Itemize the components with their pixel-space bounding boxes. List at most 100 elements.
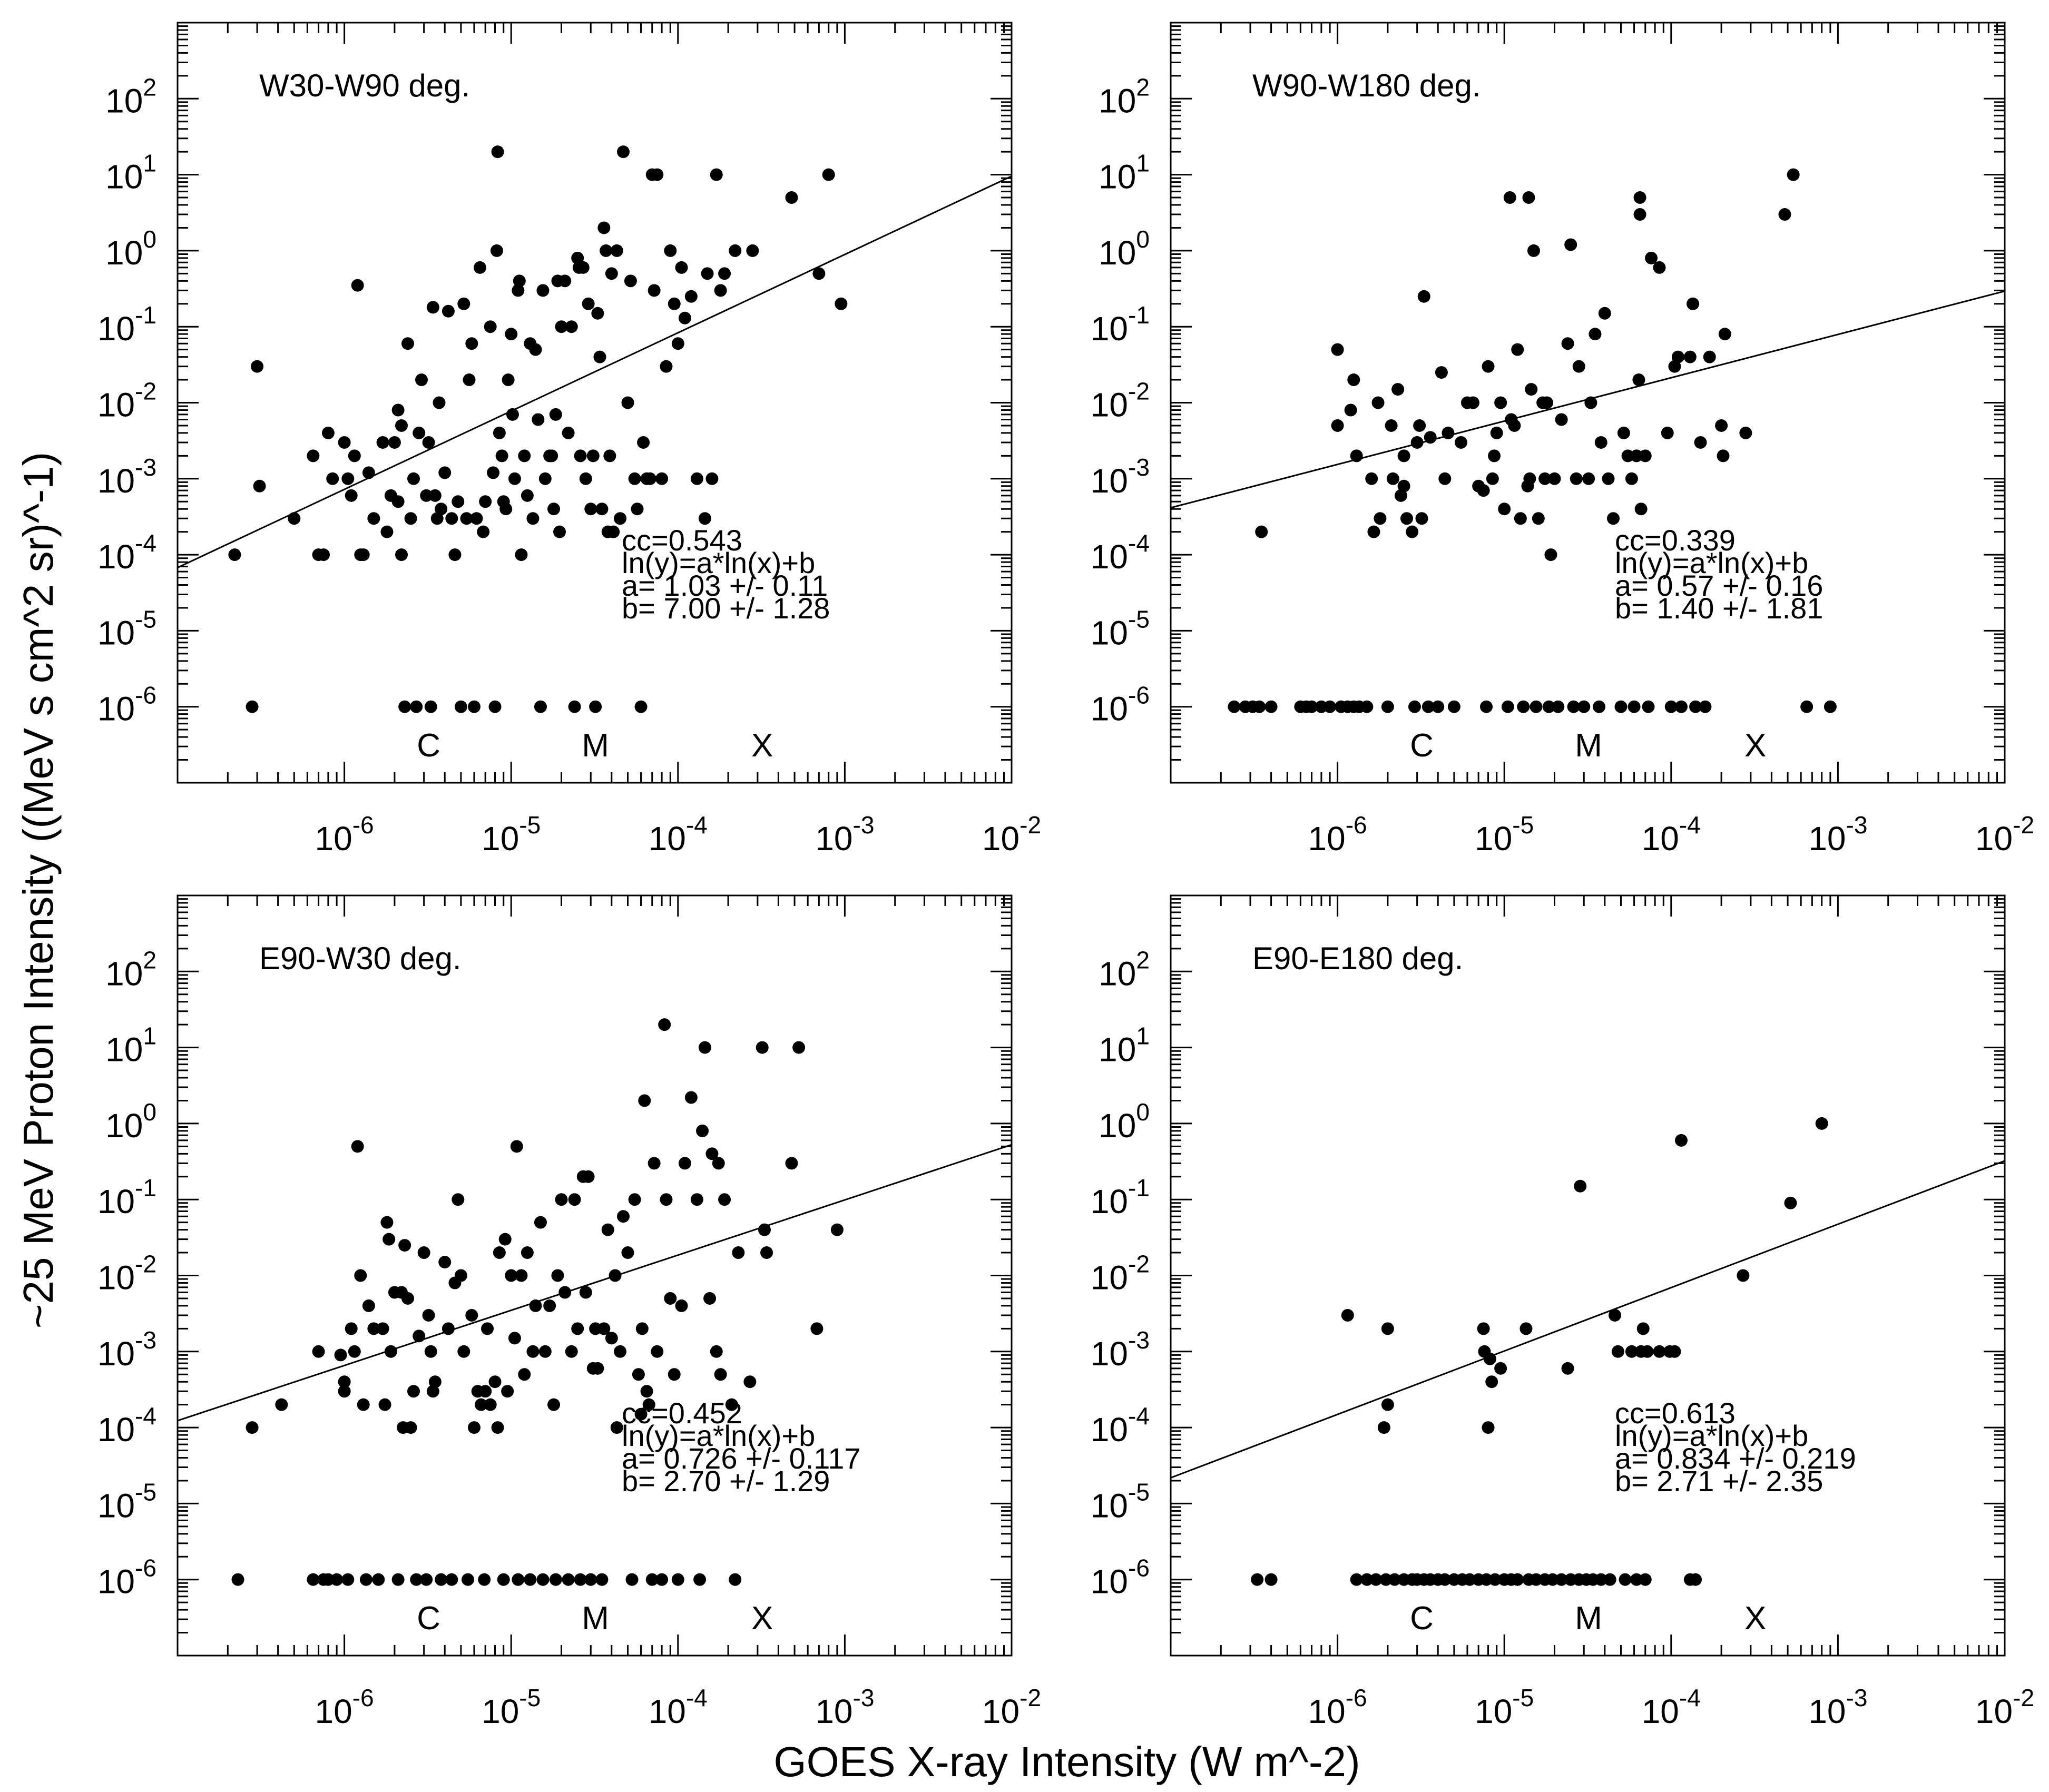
data-point bbox=[341, 1573, 355, 1586]
data-point bbox=[465, 1308, 478, 1322]
data-point bbox=[632, 1368, 645, 1381]
y-tick-label: 10-2 bbox=[1091, 1251, 1150, 1297]
data-point bbox=[526, 1345, 540, 1358]
data-point bbox=[555, 320, 568, 333]
data-point bbox=[610, 244, 623, 257]
data-point bbox=[1517, 700, 1530, 713]
data-point bbox=[1633, 208, 1646, 221]
data-points bbox=[231, 1018, 844, 1586]
data-point bbox=[422, 1308, 435, 1322]
data-point bbox=[1381, 700, 1394, 713]
data-point bbox=[1630, 449, 1643, 462]
fit-stat-line: cc=0.543 bbox=[622, 524, 742, 557]
data-point bbox=[712, 1157, 725, 1170]
data-point bbox=[1632, 373, 1645, 387]
data-point bbox=[1675, 700, 1688, 713]
data-point bbox=[1494, 1362, 1507, 1375]
flare-class-label: M bbox=[582, 1600, 609, 1637]
data-point bbox=[593, 350, 606, 363]
data-point bbox=[1619, 1573, 1632, 1586]
data-point bbox=[584, 1573, 597, 1586]
data-point bbox=[498, 1233, 512, 1246]
data-point bbox=[812, 267, 826, 280]
data-point bbox=[609, 1269, 622, 1282]
data-point bbox=[701, 267, 714, 280]
data-point bbox=[1371, 396, 1385, 409]
data-point bbox=[664, 1292, 677, 1305]
data-point bbox=[574, 1573, 587, 1586]
fit-stat-line: b= 1.40 +/- 1.81 bbox=[1615, 592, 1823, 625]
data-point bbox=[493, 426, 506, 439]
panel-e90-e180: 10-6 10-5 10-4 10-3 10-2 102 101 100 10-1 10-2 10-… bbox=[1091, 894, 2034, 1730]
data-point bbox=[1530, 1573, 1543, 1586]
data-point bbox=[367, 1322, 380, 1335]
data-point bbox=[512, 1573, 525, 1586]
data-point bbox=[307, 449, 320, 462]
data-point bbox=[616, 1210, 630, 1223]
data-point bbox=[658, 1018, 671, 1031]
data-point bbox=[668, 1368, 681, 1381]
data-point bbox=[487, 466, 500, 479]
data-point bbox=[1379, 1573, 1393, 1586]
x-tick-label: 10-6 bbox=[1308, 811, 1367, 858]
data-point bbox=[729, 1573, 742, 1586]
data-point bbox=[348, 449, 361, 462]
y-tick-label: 101 bbox=[105, 150, 156, 196]
data-point bbox=[341, 472, 355, 485]
x-tick-label: 10-5 bbox=[1475, 1684, 1534, 1730]
data-point bbox=[621, 396, 634, 409]
data-point bbox=[668, 297, 681, 310]
data-point bbox=[1546, 1573, 1560, 1586]
data-point bbox=[760, 1246, 773, 1259]
data-point bbox=[518, 449, 531, 462]
data-point bbox=[1466, 396, 1479, 409]
data-point bbox=[465, 337, 478, 350]
data-point bbox=[376, 1322, 389, 1335]
fit-stat-line: b= 7.00 +/- 1.28 bbox=[622, 592, 830, 625]
data-point bbox=[1388, 1573, 1401, 1586]
data-point bbox=[317, 548, 330, 562]
data-point bbox=[524, 1573, 537, 1586]
data-point bbox=[1435, 366, 1448, 379]
data-point bbox=[345, 489, 358, 502]
data-point bbox=[1625, 472, 1638, 485]
data-points bbox=[1251, 1117, 1828, 1586]
data-point bbox=[506, 408, 519, 421]
x-tick-label: 10-2 bbox=[1975, 811, 2034, 858]
data-point bbox=[330, 1573, 344, 1586]
data-point bbox=[810, 1322, 823, 1335]
flare-class-label: X bbox=[1744, 727, 1766, 764]
data-point bbox=[445, 1573, 458, 1586]
data-point bbox=[338, 1385, 351, 1398]
data-point bbox=[835, 297, 848, 310]
data-point bbox=[497, 1573, 510, 1586]
data-point bbox=[705, 1147, 719, 1160]
data-point bbox=[1410, 436, 1424, 449]
data-point bbox=[1447, 700, 1460, 713]
panel-title: W90-W180 deg. bbox=[1252, 68, 1481, 103]
data-point bbox=[1561, 337, 1574, 350]
x-axis-label: GOES X-ray Intensity (W m^-2) bbox=[773, 1738, 1360, 1785]
data-point bbox=[442, 304, 455, 318]
data-point bbox=[1424, 431, 1437, 444]
data-point bbox=[515, 1269, 528, 1282]
y-tick-label: 102 bbox=[105, 946, 156, 992]
data-point bbox=[605, 1332, 618, 1345]
y-tick-label: 10-2 bbox=[97, 1251, 156, 1297]
y-tick-label: 10-3 bbox=[1091, 1326, 1150, 1373]
data-point bbox=[1494, 396, 1507, 409]
data-point bbox=[725, 1398, 738, 1411]
data-point bbox=[1598, 307, 1611, 320]
data-point bbox=[376, 436, 389, 449]
data-point bbox=[1442, 426, 1455, 439]
data-point bbox=[562, 1573, 575, 1586]
data-point bbox=[1675, 1134, 1688, 1147]
data-point bbox=[628, 1193, 641, 1206]
fit-line bbox=[178, 175, 1012, 568]
data-point bbox=[574, 449, 587, 462]
y-tick-label: 100 bbox=[1099, 1098, 1150, 1145]
data-point bbox=[705, 472, 719, 485]
data-point bbox=[457, 1345, 470, 1358]
data-point bbox=[586, 449, 600, 462]
data-point bbox=[1360, 1573, 1374, 1586]
